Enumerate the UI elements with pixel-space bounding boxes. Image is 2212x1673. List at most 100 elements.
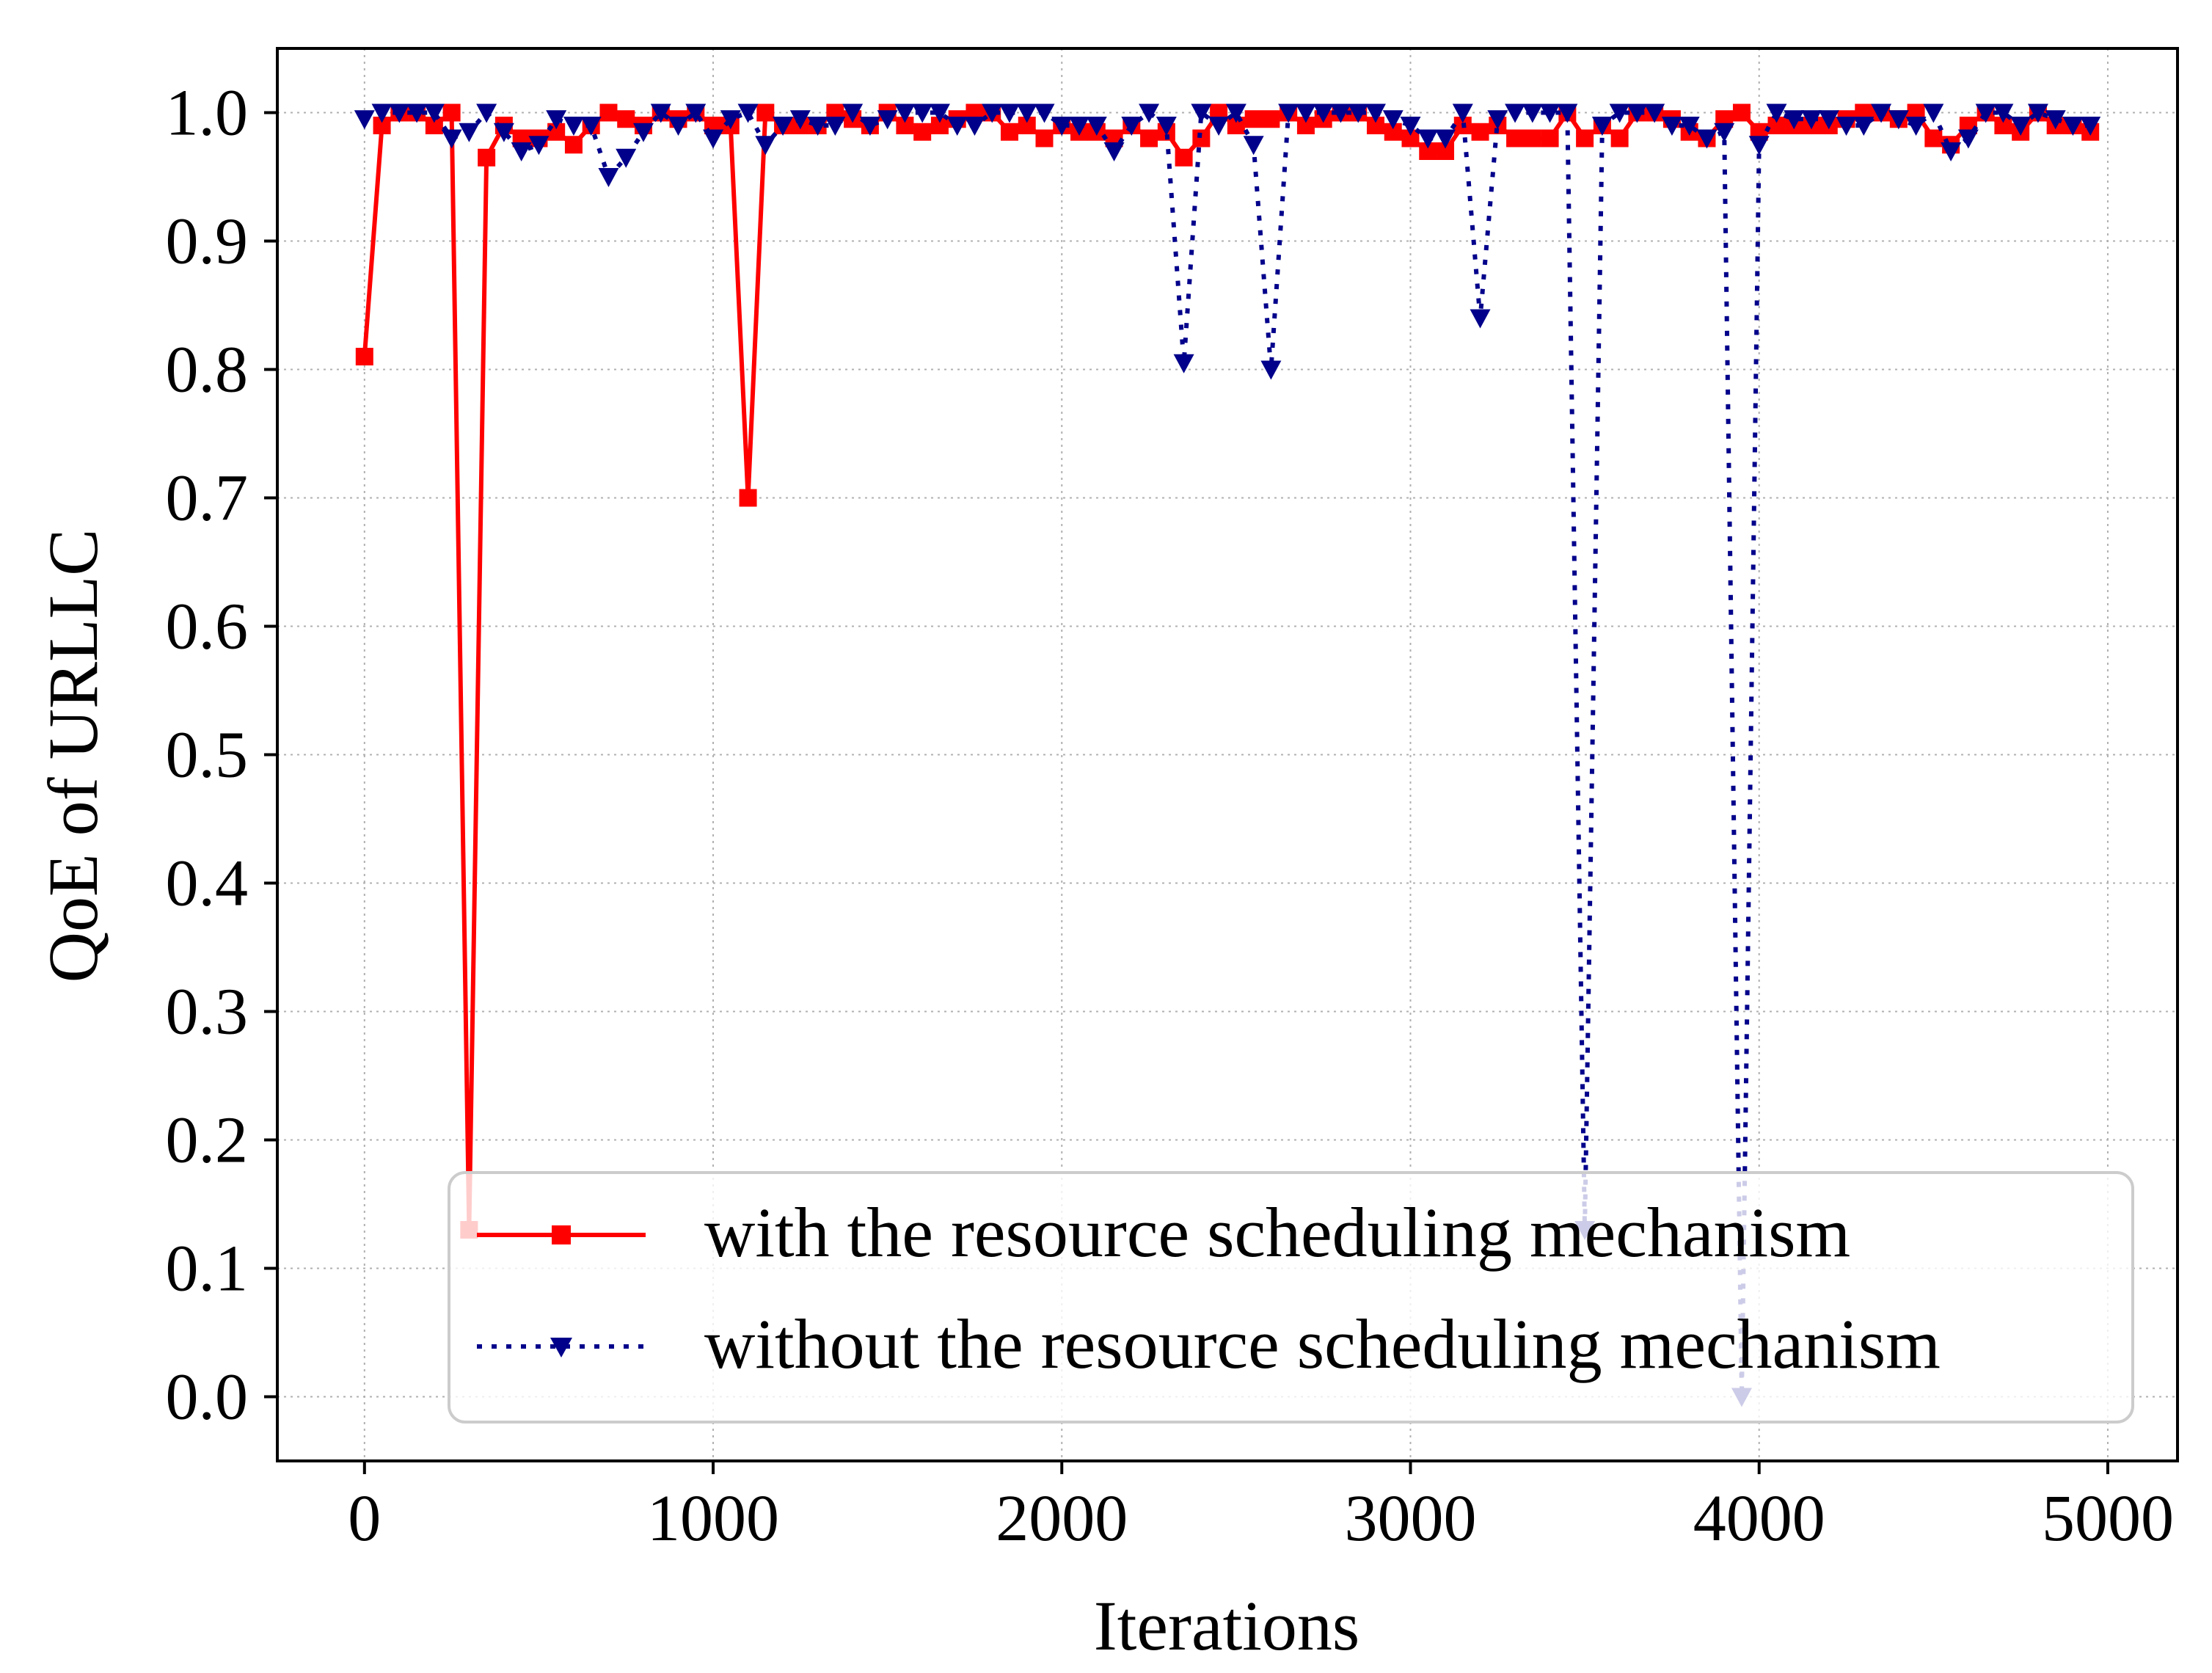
data-point [1330, 103, 1351, 123]
y-tick-label: 0.6 [166, 591, 249, 663]
y-tick-label: 1.0 [166, 77, 249, 150]
data-point [1714, 123, 1735, 142]
series-line [363, 110, 2091, 1399]
data-point [1871, 103, 1892, 123]
data-point [1576, 129, 1594, 147]
legend-marker-with [552, 1225, 571, 1244]
data-point [789, 110, 811, 130]
data-point [1610, 129, 1629, 147]
data-point [877, 110, 898, 130]
data-point [563, 117, 584, 136]
data-point [1801, 110, 1822, 130]
data-point [598, 168, 619, 187]
data-point [564, 136, 583, 154]
data-point [1069, 117, 1090, 136]
data-point [1295, 103, 1316, 123]
tick-layer: 0 1000 2000 3000 4000 5000 0.0 0.1 0.2 0.3 0.4 0.5 0… [166, 77, 2174, 1556]
data-point [423, 103, 445, 123]
data-point [371, 103, 393, 123]
data-point [476, 103, 497, 123]
y-tick-label: 0.2 [166, 1104, 249, 1177]
x-axis-label: Iterations [1094, 1586, 1360, 1665]
series-layer [354, 103, 2101, 1407]
data-point [1244, 110, 1263, 128]
data-point [1192, 129, 1211, 147]
data-point [1225, 103, 1246, 123]
data-point [859, 117, 880, 136]
data-point [1679, 117, 1700, 136]
data-point [739, 489, 757, 507]
y-tick-label: 0.9 [166, 205, 249, 278]
data-point [1818, 110, 1839, 130]
data-point [1505, 103, 1526, 123]
series-1 [354, 103, 2101, 1407]
data-point [825, 117, 846, 136]
data-point [1470, 309, 1491, 329]
data-point [459, 123, 480, 142]
legend-label-with: with the resource scheduling mechanism [704, 1193, 1850, 1272]
data-point [1784, 110, 1805, 130]
data-point [912, 103, 933, 123]
data-point [406, 103, 428, 123]
data-point [1541, 129, 1559, 147]
data-point [617, 110, 635, 128]
data-point [668, 117, 689, 136]
data-point [1609, 103, 1630, 123]
data-point [1557, 103, 1578, 123]
data-point [1591, 117, 1613, 136]
data-point [1766, 103, 1787, 123]
data-point [355, 348, 373, 365]
data-point [389, 103, 410, 123]
data-point [1471, 123, 1489, 141]
data-point [1836, 117, 1857, 136]
data-point [1506, 129, 1525, 147]
data-point [1957, 129, 1979, 149]
data-point [616, 148, 637, 168]
data-point [1051, 117, 1073, 136]
data-point [1696, 129, 1718, 149]
data-point [773, 117, 794, 136]
data-point [807, 117, 828, 136]
x-tick-label: 5000 [2042, 1482, 2174, 1555]
data-point [1000, 123, 1018, 141]
data-point [546, 110, 567, 130]
data-point [1278, 103, 1299, 123]
x-tick-label: 4000 [1693, 1482, 1825, 1555]
data-point [1086, 117, 1107, 136]
data-point [1034, 103, 1055, 123]
data-point [599, 103, 618, 122]
data-point [1905, 117, 1927, 136]
data-point [2080, 117, 2101, 136]
data-point [1523, 129, 1541, 147]
data-point [442, 103, 461, 122]
y-tick-label: 0.4 [166, 848, 249, 920]
data-point [632, 123, 654, 142]
y-tick-label: 0.8 [166, 334, 249, 407]
x-tick-label: 3000 [1344, 1482, 1476, 1555]
data-point [1313, 103, 1334, 123]
legend-label-without: without the resource scheduling mechanis… [704, 1305, 1941, 1383]
data-point [1487, 110, 1508, 130]
legend-box [448, 1171, 2134, 1424]
data-point [929, 103, 950, 123]
x-tick-label: 2000 [996, 1482, 1128, 1555]
data-point [756, 103, 775, 122]
data-point [1941, 142, 1962, 161]
data-point [528, 136, 550, 156]
legend: with the resource scheduling mechanism w… [448, 1171, 2134, 1424]
data-point [1191, 103, 1212, 123]
y-axis-label: QoE of URLLC [34, 529, 112, 983]
y-tick-label: 0.3 [166, 976, 249, 1049]
data-point [580, 117, 602, 136]
data-point [1888, 110, 1909, 130]
data-point [478, 148, 496, 167]
data-point [1417, 129, 1439, 149]
data-point [1121, 117, 1142, 136]
data-point [2062, 117, 2084, 136]
data-point [685, 103, 707, 123]
data-point [1348, 103, 1369, 123]
data-point [1644, 103, 1665, 123]
data-point [1539, 103, 1561, 123]
